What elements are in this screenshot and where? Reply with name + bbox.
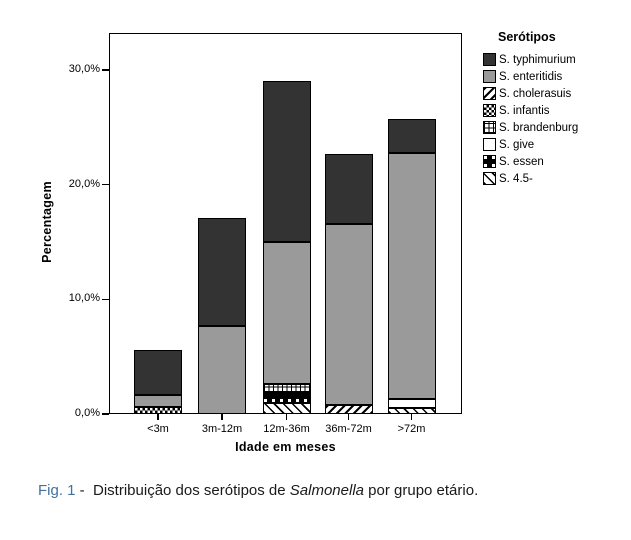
x-tick-mark: [410, 414, 413, 420]
bar-segment-S. typhimurium: [387, 119, 436, 153]
bar-12m-36m: [262, 81, 311, 414]
bar-3m-12m: [198, 217, 246, 414]
bar-segment-S. enteritidis: [324, 224, 373, 406]
legend-label: S. cholerasuis: [499, 87, 572, 100]
x-tick-mark: [221, 414, 223, 420]
bar-segment-S. typhimurium: [198, 217, 246, 326]
y-tick-label: 30,0%: [68, 62, 100, 75]
bar-segment-S. enteritidis: [387, 152, 436, 400]
bar-segment-S. enteritidis: [134, 394, 182, 408]
x-tick-label: 3m-12m: [201, 423, 243, 435]
grid-swatch-icon: [483, 121, 496, 134]
legend-label: S. typhimurium: [499, 53, 576, 66]
x-tick-mark: [285, 414, 288, 420]
bar-segment-S. typhimurium: [134, 349, 182, 395]
legend-label: S. brandenburg: [499, 121, 579, 134]
bar-36m-72m: [324, 154, 373, 414]
bar-segment-S. enteritidis: [198, 325, 246, 414]
legend-item: S. cholerasuis: [483, 85, 623, 102]
legend-item: S. infantis: [483, 102, 623, 119]
y-tick-mark: [102, 298, 109, 301]
legend-item: S. brandenburg: [483, 119, 623, 136]
y-axis-title: Percentagem: [40, 181, 54, 263]
legend-label: S. essen: [499, 155, 544, 168]
x-tick-label: <3m: [147, 423, 169, 435]
bar-segment-S. enteritidis: [262, 241, 311, 385]
essen-swatch-icon: [483, 155, 496, 168]
bar-segment-S. typhimurium: [262, 81, 311, 242]
x-tick-label: >72m: [397, 423, 426, 435]
caption-italic-word: Salmonella: [289, 482, 364, 499]
y-tick-mark: [102, 69, 109, 71]
dark-swatch-icon: [483, 53, 496, 66]
caption-text-after: por grupo etário.: [364, 482, 479, 499]
x-axis-title: Idade em meses: [235, 440, 336, 454]
y-tick-label: 0,0%: [74, 407, 100, 419]
y-tick-label: 10,0%: [68, 292, 100, 305]
bar-segment-S. brandenburg: [262, 384, 311, 394]
legend: Serótipos S. typhimurium S. enteritidis S.…: [483, 30, 623, 187]
caption-text-before: Distribuição dos serótipos de: [93, 482, 290, 499]
y-tick-mark: [102, 183, 109, 186]
legend-items: S. typhimurium S. enteritidis S. cholerasu…: [483, 51, 623, 187]
bar-<3m: [134, 349, 182, 414]
fig-label: Fig. 1: [38, 482, 76, 499]
bar-segment-S. give: [387, 399, 436, 408]
hatch-fwd-swatch-icon: [483, 87, 496, 100]
legend-label: S. infantis: [499, 104, 550, 117]
figure-caption: Fig. 1 - Distribuição dos serótipos de S…: [38, 482, 613, 499]
legend-item: S. typhimurium: [483, 51, 623, 68]
x-tick-mark: [157, 414, 159, 420]
bar-segment-S. essen: [262, 393, 311, 403]
legend-label: S. 4.5-: [499, 172, 533, 185]
legend-item: S. give: [483, 136, 623, 153]
x-tick-label: 36m-72m: [325, 423, 372, 435]
x-tick-mark: [347, 414, 350, 420]
legend-title: Serótipos: [498, 30, 556, 44]
y-tick-mark: [102, 413, 109, 415]
white-swatch-icon: [483, 138, 496, 151]
bar-segment-S. typhimurium: [324, 154, 373, 225]
legend-item: S. essen: [483, 153, 623, 170]
legend-label: S. enteritidis: [499, 70, 563, 83]
gray-swatch-icon: [483, 70, 496, 83]
legend-item: S. 4.5-: [483, 170, 623, 187]
legend-label: S. give: [499, 138, 535, 151]
hatch-back-swatch-icon: [483, 172, 496, 185]
x-tick-label: 12m-36m: [263, 423, 310, 435]
bar-segment-S. 4.5-: [387, 407, 436, 414]
caption-separator: -: [75, 482, 94, 499]
bar-segment-S. cholerasuis: [324, 405, 373, 414]
bar-segment-S. infantis: [134, 407, 182, 414]
legend-item: S. enteritidis: [483, 68, 623, 85]
bar->72m: [387, 119, 436, 414]
y-tick-label: 20,0%: [68, 177, 100, 190]
checker-swatch-icon: [483, 104, 496, 117]
bar-segment-S. 4.5-: [262, 402, 311, 414]
